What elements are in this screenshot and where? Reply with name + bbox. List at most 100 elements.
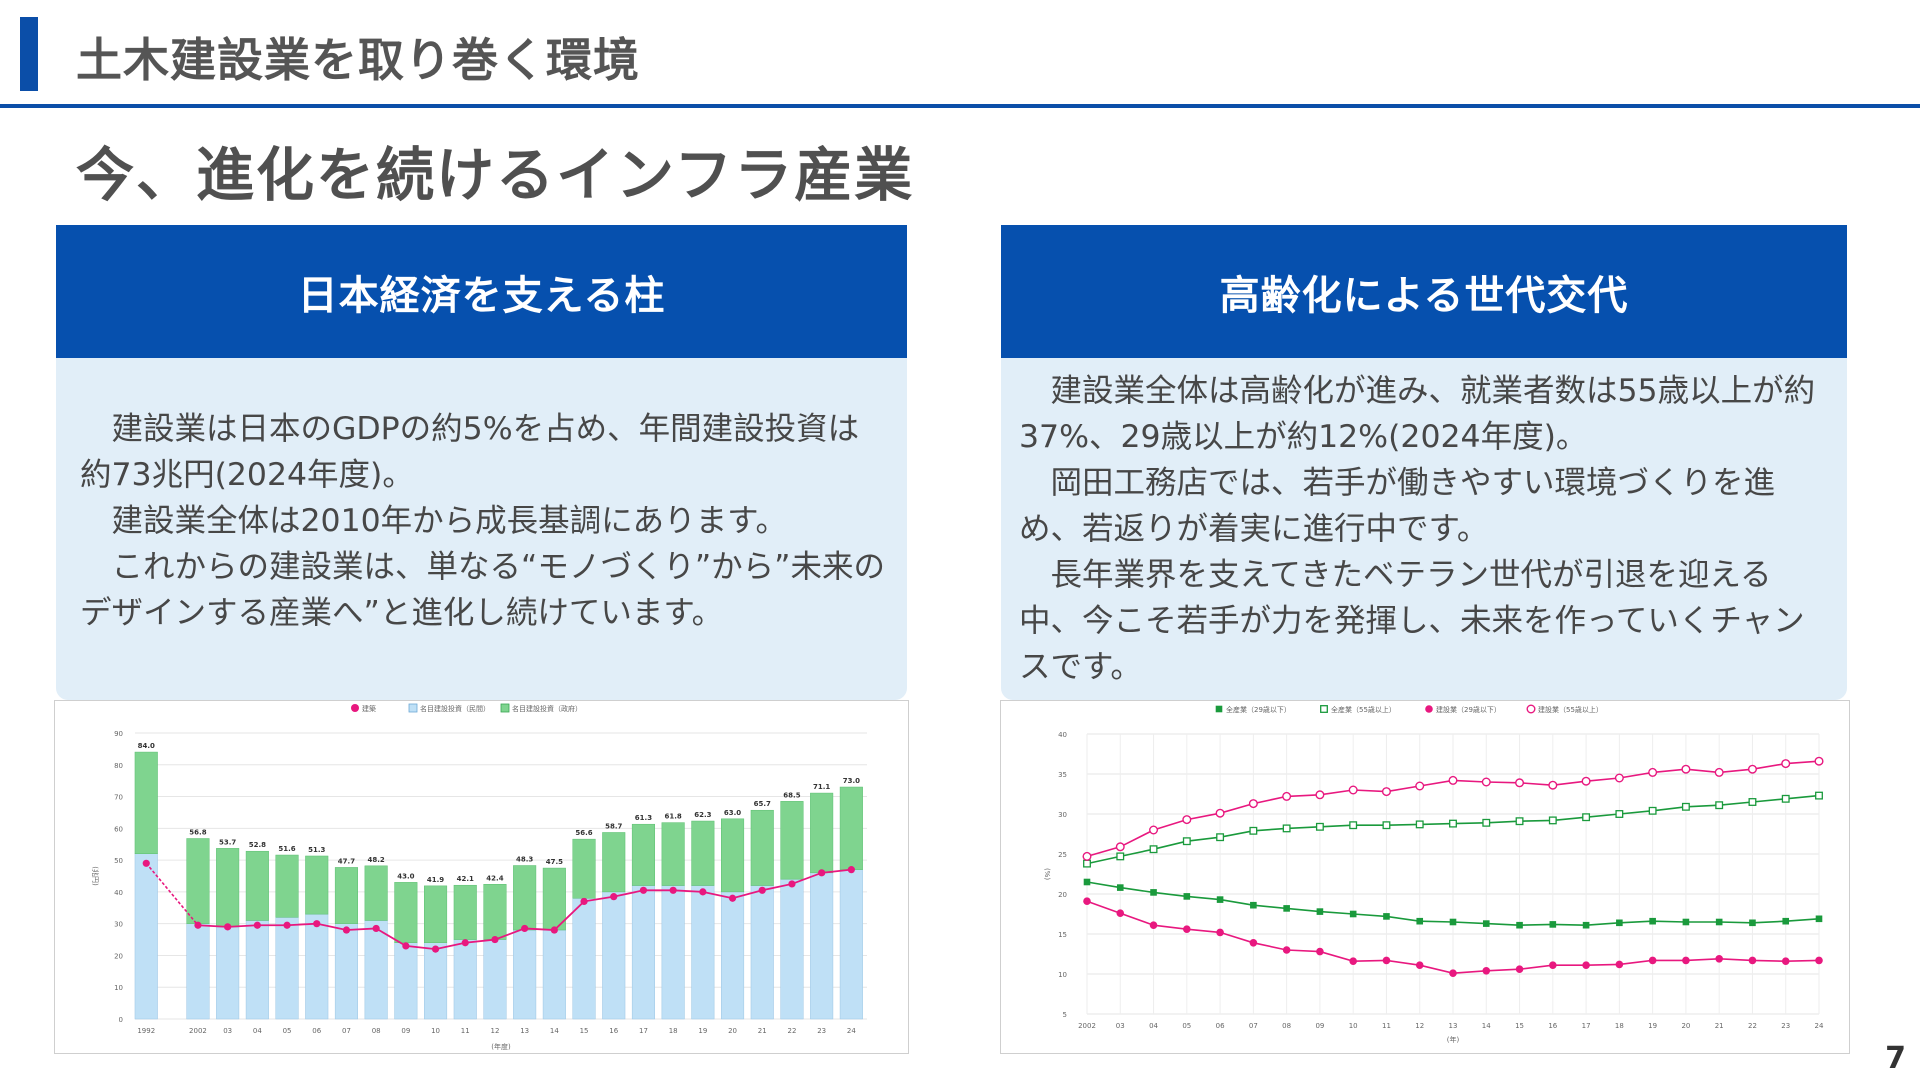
bar-government xyxy=(424,885,448,943)
line-point xyxy=(1649,917,1656,925)
line-point xyxy=(1781,957,1790,965)
line-point xyxy=(1548,816,1557,825)
bar-total-label: 48.2 xyxy=(368,856,385,864)
line-point xyxy=(1449,819,1457,828)
x-tick-label: 09 xyxy=(1315,1022,1324,1030)
line-point xyxy=(1182,837,1191,846)
y-tick-label: 20 xyxy=(114,952,123,960)
right-paragraph-3: 長年業界を支えてきたベテラン世代が引退を迎える中、今こそ若手が力を発揮し、未来を… xyxy=(1019,557,1805,685)
line-point xyxy=(1515,778,1525,788)
bar-total-label: 73.0 xyxy=(843,777,860,785)
bar-government xyxy=(691,820,715,886)
construction-investment-chart: 0 10 20 30 40 50 60 70 80 90 (兆円) 84.0 1992 56.8 2002 5… xyxy=(54,700,909,1054)
y-tick-label: 70 xyxy=(114,794,123,802)
bar-private xyxy=(394,942,418,1020)
x-tick-label: 11 xyxy=(461,1027,470,1035)
x-tick-label: 16 xyxy=(1548,1022,1557,1030)
line-point xyxy=(342,926,351,934)
line-point xyxy=(758,886,766,894)
line-point xyxy=(1748,956,1757,965)
bar-government xyxy=(513,865,537,931)
legend-marker xyxy=(1425,705,1433,713)
line-point xyxy=(1083,878,1091,886)
line-point xyxy=(1083,897,1091,905)
y-tick-label: 20 xyxy=(1058,891,1067,899)
x-tick-label: 21 xyxy=(758,1027,767,1035)
bar-private xyxy=(334,923,358,1020)
line-point xyxy=(461,939,469,947)
line-point xyxy=(402,942,410,950)
line-point xyxy=(142,859,150,867)
y-tick-label: 50 xyxy=(114,857,123,865)
line-point xyxy=(1250,901,1257,909)
line-point xyxy=(1449,969,1457,977)
bar-private xyxy=(364,920,388,1020)
line-point xyxy=(431,945,440,953)
line-point xyxy=(1415,820,1424,829)
line-point xyxy=(1349,910,1357,918)
bar-total-label: 41.9 xyxy=(427,876,444,884)
legend-label: 建設業（29歳以下） xyxy=(1436,705,1501,714)
line-point xyxy=(669,886,677,894)
line-point xyxy=(1715,918,1723,926)
bar-private xyxy=(216,926,240,1020)
bar-government xyxy=(453,884,477,940)
bar-private xyxy=(134,853,158,1020)
line-point xyxy=(1582,921,1590,929)
x-tick-label: 17 xyxy=(1582,1022,1591,1030)
bar-government xyxy=(275,854,299,918)
x-tick-label: 13 xyxy=(1449,1022,1458,1030)
line-point xyxy=(1282,791,1292,801)
x-tick-label: 07 xyxy=(342,1027,351,1035)
bar-private xyxy=(453,939,477,1020)
x-tick-label: 12 xyxy=(1415,1022,1424,1030)
bar-private xyxy=(542,929,566,1020)
line-point xyxy=(1115,842,1125,852)
line-point xyxy=(1182,815,1192,825)
x-tick-label: 18 xyxy=(669,1027,678,1035)
line-point xyxy=(1715,955,1723,963)
y-tick-label: 25 xyxy=(1058,851,1067,859)
x-tick-label: 06 xyxy=(312,1027,321,1035)
line-point xyxy=(194,921,202,929)
x-tick-label: 2002 xyxy=(189,1027,207,1035)
x-tick-label: 10 xyxy=(1349,1022,1358,1030)
x-tick-label: 13 xyxy=(520,1027,529,1035)
bar-total-label: 65.7 xyxy=(754,800,771,808)
line-point xyxy=(283,921,291,929)
line-point xyxy=(1781,794,1790,803)
bar-private xyxy=(780,878,804,1020)
line-point xyxy=(1815,915,1823,923)
line-point xyxy=(1549,921,1557,928)
bar-private xyxy=(572,897,596,1020)
line-point xyxy=(1614,773,1624,783)
x-tick-label: 15 xyxy=(580,1027,589,1035)
line-point xyxy=(253,921,261,929)
bar-private xyxy=(839,869,863,1020)
section-title: 土木建設業を取り巻く環境 xyxy=(76,33,640,87)
line-point xyxy=(639,886,648,894)
line-point xyxy=(1183,893,1191,900)
line-point xyxy=(1548,780,1558,790)
y-tick-label: 80 xyxy=(114,762,123,770)
y-tick-label: 40 xyxy=(114,889,123,897)
line-point xyxy=(1749,919,1756,927)
y-tick-label: 15 xyxy=(1058,931,1067,939)
bar-government xyxy=(305,855,329,915)
x-tick-label: 04 xyxy=(253,1027,262,1035)
line-point xyxy=(1747,764,1757,774)
bar-private xyxy=(721,891,745,1020)
line-point xyxy=(1482,818,1491,827)
line-point xyxy=(1216,833,1225,842)
y-tick-label: 90 xyxy=(114,730,123,738)
legend-marker xyxy=(408,703,418,713)
x-tick-label: 19 xyxy=(698,1027,707,1035)
line-point xyxy=(1248,799,1258,809)
line-point xyxy=(1715,801,1724,810)
y-tick-label: 40 xyxy=(1058,731,1067,739)
line-point xyxy=(1448,775,1458,785)
line-point xyxy=(1482,967,1491,975)
line-point xyxy=(1581,776,1591,786)
bar-government xyxy=(186,838,210,924)
line-point xyxy=(1249,826,1258,835)
